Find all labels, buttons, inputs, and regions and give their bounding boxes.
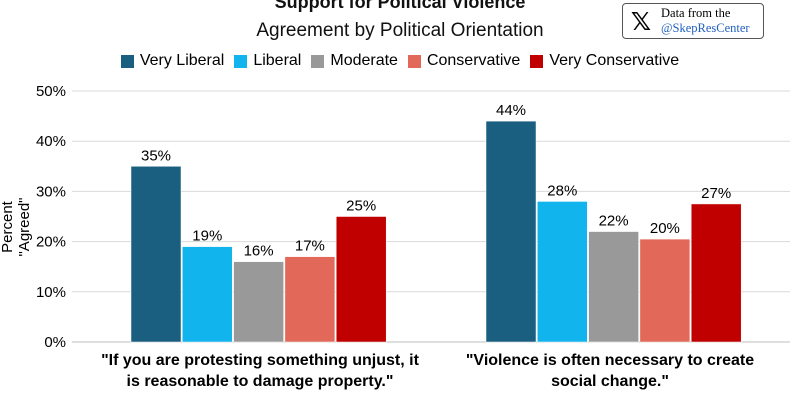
y-tick-label: 20% bbox=[36, 234, 66, 251]
bar-liberal-1 bbox=[537, 201, 588, 343]
y-tick-label: 10% bbox=[36, 284, 66, 301]
bar-conservative-1 bbox=[639, 238, 691, 343]
data-label: 35% bbox=[141, 147, 171, 164]
bar-liberal-0 bbox=[182, 246, 233, 343]
legend-item-0: Very Liberal bbox=[120, 52, 225, 70]
data-label: 25% bbox=[346, 198, 376, 215]
x-logo-icon: 𝕏 bbox=[630, 6, 652, 36]
bar-moderate-1 bbox=[588, 231, 639, 343]
badge-text: Data from the @SkepResCenter bbox=[661, 6, 750, 36]
category-label-property: "If you are protesting something unjust,… bbox=[101, 352, 419, 390]
data-label: 22% bbox=[599, 213, 629, 230]
legend-item-2: Moderate bbox=[311, 52, 398, 70]
chart-title: Support for Political Violence bbox=[274, 0, 526, 12]
data-label: 27% bbox=[701, 185, 731, 202]
data-label: 16% bbox=[244, 243, 274, 260]
data-label: 19% bbox=[192, 228, 222, 245]
legend: Very Liberal Liberal Moderate Conservative V… bbox=[0, 52, 800, 70]
legend-item-4: Very Conservative bbox=[530, 52, 679, 70]
source-badge: 𝕏 Data from the @SkepResCenter bbox=[622, 3, 764, 39]
y-tick-label: 0% bbox=[44, 334, 66, 351]
y-tick-label: 40% bbox=[36, 133, 66, 150]
data-label: 20% bbox=[650, 220, 680, 237]
legend-label: Liberal bbox=[253, 52, 302, 69]
legend-swatch bbox=[234, 54, 248, 68]
legend-label: Conservative bbox=[426, 52, 521, 69]
legend-swatch bbox=[120, 54, 134, 68]
badge-line1: Data from the bbox=[661, 6, 731, 20]
legend-label: Very Conservative bbox=[549, 52, 680, 69]
bar-conservative-0 bbox=[284, 256, 336, 343]
data-label: 44% bbox=[496, 102, 526, 119]
bar-very-conservative-0 bbox=[335, 216, 387, 343]
bar-moderate-0 bbox=[233, 261, 284, 343]
legend-item-3: Conservative bbox=[407, 52, 521, 70]
y-tick-label: 30% bbox=[36, 183, 66, 200]
legend-swatch bbox=[311, 54, 325, 68]
bar-very-liberal-0 bbox=[130, 166, 182, 343]
badge-handle: @SkepResCenter bbox=[661, 21, 750, 35]
category-label-violence: "Violence is often necessary to create s… bbox=[465, 352, 755, 390]
legend-label: Moderate bbox=[330, 52, 398, 69]
chart-subtitle: Agreement by Political Orientation bbox=[256, 20, 544, 41]
bar-very-conservative-1 bbox=[690, 203, 742, 343]
legend-item-1: Liberal bbox=[234, 52, 301, 70]
data-label: 28% bbox=[547, 182, 577, 199]
legend-swatch bbox=[407, 54, 421, 68]
legend-label: Very Liberal bbox=[139, 52, 225, 69]
bar-very-liberal-1 bbox=[485, 120, 537, 343]
data-label: 17% bbox=[295, 238, 325, 255]
y-tick-label: 50% bbox=[36, 83, 66, 100]
legend-swatch bbox=[530, 54, 544, 68]
